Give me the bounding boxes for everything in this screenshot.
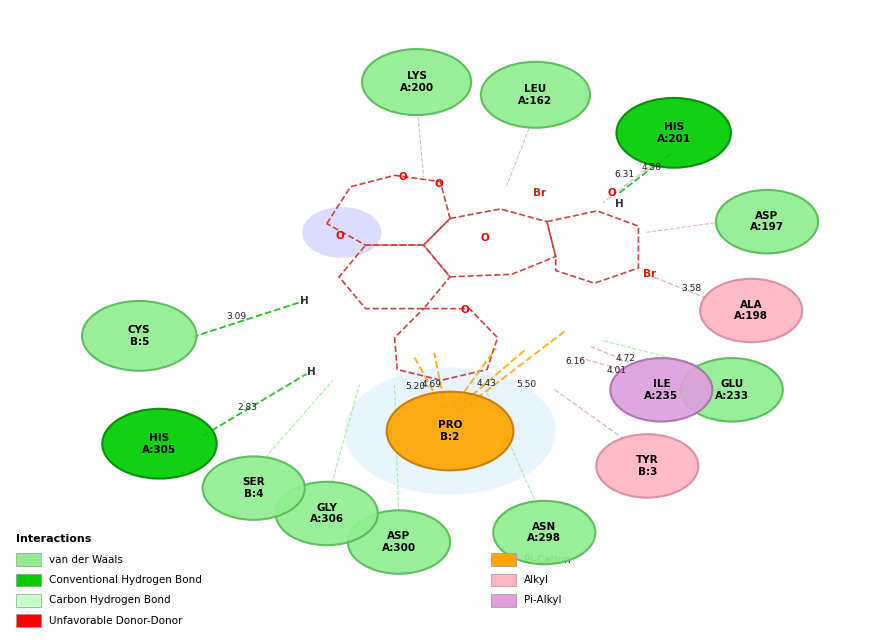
Text: van der Waals: van der Waals bbox=[49, 555, 122, 565]
Text: HIS
A:305: HIS A:305 bbox=[143, 433, 176, 454]
Text: 6.31: 6.31 bbox=[614, 170, 634, 179]
Ellipse shape bbox=[386, 392, 513, 470]
Text: TYR
B:3: TYR B:3 bbox=[636, 455, 658, 477]
Text: O: O bbox=[608, 188, 617, 198]
Ellipse shape bbox=[102, 409, 217, 479]
Text: O: O bbox=[434, 179, 443, 189]
Text: O: O bbox=[398, 172, 407, 182]
Text: H: H bbox=[615, 199, 624, 209]
Text: LYS
A:200: LYS A:200 bbox=[400, 71, 433, 93]
Text: ILE
A:235: ILE A:235 bbox=[644, 379, 679, 401]
Ellipse shape bbox=[82, 301, 197, 371]
FancyBboxPatch shape bbox=[492, 574, 516, 586]
Text: CYS
B:5: CYS B:5 bbox=[128, 325, 151, 347]
FancyBboxPatch shape bbox=[16, 574, 41, 586]
Ellipse shape bbox=[716, 190, 818, 253]
FancyBboxPatch shape bbox=[492, 594, 516, 607]
Text: Pi-Cation: Pi-Cation bbox=[524, 555, 571, 565]
Text: Br: Br bbox=[643, 269, 657, 279]
Text: Conventional Hydrogen Bond: Conventional Hydrogen Bond bbox=[49, 575, 201, 585]
Ellipse shape bbox=[362, 49, 471, 115]
Text: Br: Br bbox=[533, 188, 547, 198]
Text: LEU
A:162: LEU A:162 bbox=[518, 84, 553, 106]
Text: 4.69: 4.69 bbox=[422, 380, 441, 389]
Ellipse shape bbox=[700, 279, 802, 342]
Text: SER
B:4: SER B:4 bbox=[243, 477, 265, 499]
Text: Pi-Alkyl: Pi-Alkyl bbox=[524, 595, 562, 605]
Text: 4.58: 4.58 bbox=[641, 163, 662, 172]
Text: ASP
A:197: ASP A:197 bbox=[750, 211, 784, 232]
Text: ASN
A:298: ASN A:298 bbox=[527, 522, 561, 543]
Ellipse shape bbox=[610, 358, 712, 422]
Text: 4.01: 4.01 bbox=[606, 366, 626, 375]
FancyBboxPatch shape bbox=[16, 594, 41, 607]
Ellipse shape bbox=[494, 501, 595, 564]
Ellipse shape bbox=[348, 510, 450, 574]
Ellipse shape bbox=[203, 456, 305, 520]
Text: Unfavorable Donor-Donor: Unfavorable Donor-Donor bbox=[49, 616, 182, 626]
Text: HIS
A:201: HIS A:201 bbox=[657, 122, 691, 143]
Text: 4.72: 4.72 bbox=[615, 353, 635, 363]
Text: Interactions: Interactions bbox=[16, 534, 91, 544]
Text: O: O bbox=[336, 231, 345, 241]
Text: GLU
A:233: GLU A:233 bbox=[715, 379, 749, 401]
Text: 4.43: 4.43 bbox=[476, 379, 496, 388]
Text: 3.09: 3.09 bbox=[226, 312, 246, 321]
FancyBboxPatch shape bbox=[16, 554, 41, 566]
FancyBboxPatch shape bbox=[16, 614, 41, 627]
Text: ASP
A:300: ASP A:300 bbox=[382, 531, 416, 553]
Text: 3.58: 3.58 bbox=[681, 284, 702, 292]
Text: 6.16: 6.16 bbox=[565, 356, 585, 365]
Text: H: H bbox=[299, 296, 308, 306]
Ellipse shape bbox=[680, 358, 783, 422]
Text: GLY
A:306: GLY A:306 bbox=[310, 502, 344, 524]
Ellipse shape bbox=[302, 207, 381, 258]
Text: PRO
B:2: PRO B:2 bbox=[438, 420, 462, 442]
Text: O: O bbox=[461, 305, 470, 316]
Ellipse shape bbox=[481, 62, 590, 128]
Text: Alkyl: Alkyl bbox=[524, 575, 549, 585]
Text: O: O bbox=[481, 232, 490, 243]
Ellipse shape bbox=[276, 482, 377, 545]
Ellipse shape bbox=[345, 367, 556, 495]
Text: 2.83: 2.83 bbox=[237, 403, 258, 412]
Text: 5.20: 5.20 bbox=[405, 382, 424, 391]
Ellipse shape bbox=[596, 434, 698, 498]
FancyBboxPatch shape bbox=[492, 554, 516, 566]
Text: Carbon Hydrogen Bond: Carbon Hydrogen Bond bbox=[49, 595, 170, 605]
Text: 5.50: 5.50 bbox=[517, 380, 537, 389]
Text: H: H bbox=[307, 367, 315, 377]
Ellipse shape bbox=[617, 98, 731, 168]
Text: ALA
A:198: ALA A:198 bbox=[734, 300, 768, 321]
